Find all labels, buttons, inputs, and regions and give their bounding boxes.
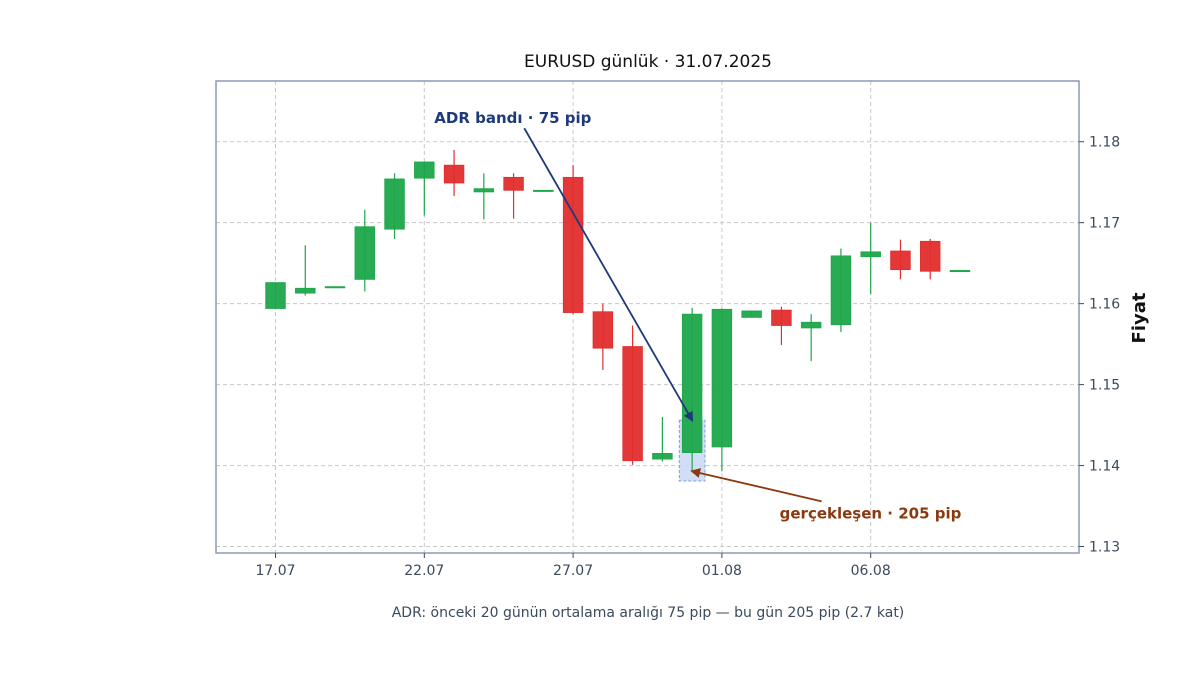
candle-body [652,453,673,460]
candle-body [533,189,554,192]
candle-body [503,176,524,191]
candle-body [592,311,614,349]
realized-arrow [690,468,822,503]
candle-body [384,178,405,230]
candle-body [919,240,941,272]
candle-up [295,245,316,296]
y-axis-label: Fiyat [1129,292,1150,343]
realized-annotation-label: gerçekleşen · 205 pip [780,504,962,522]
candle-up [473,173,495,220]
candle-up [681,307,703,472]
candle-body [265,282,286,309]
y-tick-label: 1.13 [1089,540,1120,556]
x-tick-label: 01.08 [702,563,742,579]
candle-down [443,149,465,196]
candle-body [295,287,316,294]
y-tick-label: 1.14 [1089,459,1120,475]
candle-up [533,189,554,192]
chart-caption: ADR: önceki 20 günün ortalama aralığı 75… [392,605,905,621]
candle-body [830,255,852,326]
candle-up [324,286,346,289]
candle-down [562,165,584,315]
candle-down [771,306,792,345]
candles [265,149,971,472]
candle-up [949,270,971,273]
candle-up [711,308,733,472]
candle-body [324,286,346,289]
candle-down [919,238,941,280]
candle-body [354,226,376,280]
candle-body [414,161,435,179]
candle-down [592,303,614,371]
candle-down [503,173,524,219]
candle-down [622,325,643,465]
adr-arrow [523,127,694,422]
candle-up [414,161,435,216]
candle-up [384,173,405,239]
candle-body [473,188,495,193]
candle-body [443,164,465,184]
x-tick-label: 06.08 [851,563,891,579]
chart-title: EURUSD günlük · 31.07.2025 [524,52,772,72]
y-tick-label: 1.15 [1089,378,1120,394]
candle-up [652,416,673,462]
annotations: ADR bandı · 75 pip gerçekleşen · 205 pip [434,109,961,522]
candle-up [265,282,286,310]
candle-up [860,222,881,294]
candle-up [830,248,852,332]
candle-body [681,313,703,454]
y-tick-label: 1.18 [1089,135,1120,151]
grid [216,81,1079,553]
candle-body [562,176,584,313]
y-tick-label: 1.17 [1089,216,1120,232]
candle-body [622,346,643,462]
axes: 1.13 1.14 1.15 1.16 1.17 1.18 17.07 22.07 27.07 0… [255,135,1120,579]
candle-body [711,308,733,448]
candle-body [741,310,762,318]
x-tick-label: 27.07 [553,563,593,579]
candle-up [800,314,822,362]
candle-body [949,270,971,273]
x-tick-label: 22.07 [404,563,444,579]
candle-body [771,309,792,326]
y-tick-label: 1.16 [1089,297,1120,313]
candle-body [800,321,822,329]
adr-annotation-label: ADR bandı · 75 pip [434,109,591,127]
plot-frame [215,80,1080,554]
candle-up [741,310,762,318]
candle-body [890,250,911,271]
candle-body [860,251,881,258]
candle-down [890,239,911,280]
x-tick-label: 17.07 [255,563,295,579]
candle-up [354,209,376,292]
